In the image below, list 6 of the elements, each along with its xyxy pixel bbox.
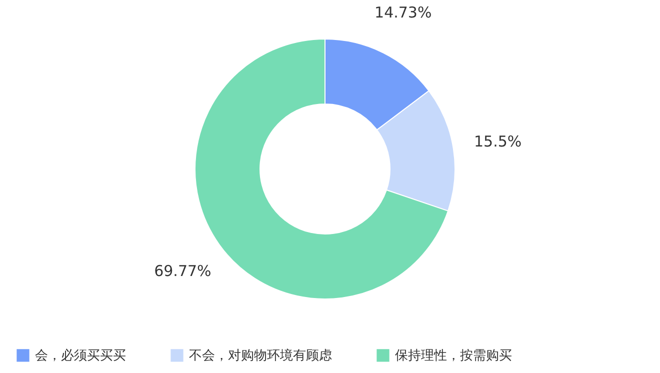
legend-label: 会，必须买买买 [35, 348, 126, 364]
data-label: 69.77% [154, 262, 212, 280]
legend-label: 保持理性，按需购买 [395, 348, 512, 364]
data-label: 15.5% [474, 132, 522, 150]
legend-label: 不会，对购物环境有顾虑 [189, 347, 332, 364]
data-label: 14.73% [374, 3, 432, 22]
